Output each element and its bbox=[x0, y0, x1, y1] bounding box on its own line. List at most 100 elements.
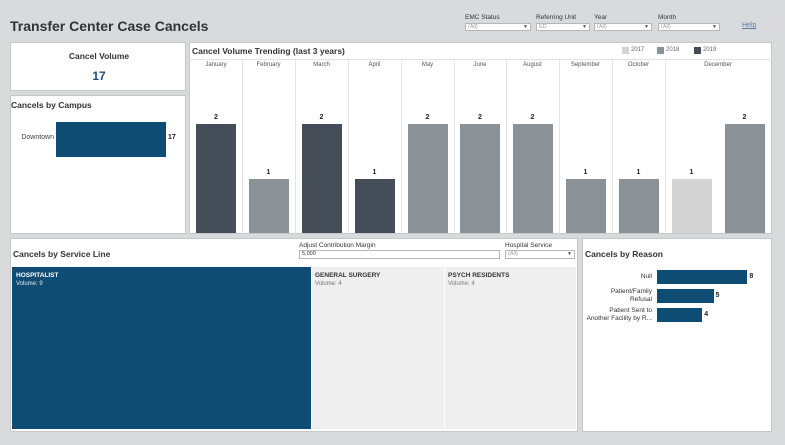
month-value: (All) bbox=[661, 24, 671, 30]
month-divider bbox=[559, 59, 560, 234]
reason-label: Patient Sent to Another Facility by R... bbox=[586, 307, 652, 322]
legend-swatch-2018 bbox=[657, 47, 664, 54]
reason-bar[interactable] bbox=[657, 308, 703, 322]
month-header-april: April bbox=[368, 62, 381, 68]
trend-bar-october-2018[interactable] bbox=[618, 178, 659, 233]
trend-bar-june-2018[interactable] bbox=[460, 124, 500, 233]
hospital-service-label: Hospital Service bbox=[505, 242, 552, 249]
trend-bar-value: 1 bbox=[689, 168, 694, 176]
month-divider bbox=[295, 59, 296, 234]
month-label: Month bbox=[658, 14, 677, 21]
month-divider bbox=[506, 59, 507, 234]
month-header-december: December bbox=[704, 62, 732, 68]
emc-status-value: (All) bbox=[468, 24, 478, 30]
treemap-tile-general-surgery[interactable]: GENERAL SURGERY Volume: 4 bbox=[312, 267, 444, 429]
reason-label: Patient/Family Refusal bbox=[610, 288, 652, 303]
trending-title: Cancel Volume Trending (last 3 years) bbox=[192, 46, 345, 56]
hospital-service-dropdown[interactable]: (All) ▼ bbox=[505, 250, 575, 259]
reason-bar[interactable] bbox=[657, 289, 714, 303]
year-label: Year bbox=[594, 14, 608, 21]
trend-bar-april-2019[interactable] bbox=[354, 178, 395, 233]
tile-name: PSYCH RESIDENTS bbox=[448, 272, 510, 279]
cancel-volume-panel: Cancel Volume 17 bbox=[10, 42, 186, 91]
legend-swatch-2019 bbox=[694, 47, 701, 54]
emc-status-label: EMC Status bbox=[465, 14, 500, 21]
trend-bar-value: 2 bbox=[319, 114, 324, 121]
chevron-down-icon: ▼ bbox=[523, 24, 528, 30]
chevron-down-icon: ▼ bbox=[644, 24, 649, 30]
month-divider bbox=[612, 59, 613, 234]
legend-label-2019: 2019 bbox=[703, 47, 717, 53]
trend-bar-value: 1 bbox=[266, 168, 271, 176]
cancel-volume-value: 17 bbox=[92, 69, 106, 83]
month-header-august: August bbox=[523, 62, 542, 68]
margin-label: Adjust Contribution Margin bbox=[299, 242, 376, 249]
reason-panel: Cancels by Reason bbox=[582, 238, 772, 432]
trend-bar-value: 2 bbox=[742, 114, 747, 121]
campus-value: 17 bbox=[168, 134, 176, 141]
trend-bar-value: 1 bbox=[372, 168, 377, 176]
tile-name: HOSPITALIST bbox=[16, 272, 59, 279]
trend-bar-march-2019[interactable] bbox=[301, 124, 342, 233]
month-divider bbox=[401, 59, 402, 234]
campus-title: Cancels by Campus bbox=[11, 100, 92, 110]
hospital-service-value: (All) bbox=[508, 251, 518, 257]
campus-bar[interactable] bbox=[56, 122, 166, 157]
treemap-tile-hospitalist[interactable]: HOSPITALIST Volume: 9 bbox=[12, 267, 311, 429]
trend-bar-may-2018[interactable] bbox=[407, 124, 448, 233]
trend-bar-value: 2 bbox=[425, 114, 430, 121]
treemap-tile-psych-residents[interactable]: PSYCH RESIDENTS Volume: 4 bbox=[445, 267, 576, 429]
chevron-down-icon: ▼ bbox=[567, 251, 572, 257]
chevron-down-icon: ▼ bbox=[712, 24, 717, 30]
month-header-march: March bbox=[313, 62, 330, 68]
year-dropdown[interactable]: (All) ▼ bbox=[594, 23, 652, 31]
trend-bar-value: 1 bbox=[636, 168, 641, 176]
referring-unit-label: Referring Unit bbox=[536, 14, 577, 21]
margin-input[interactable]: 5,000 bbox=[299, 250, 500, 259]
referring-unit-value: ED bbox=[539, 24, 547, 30]
emc-status-dropdown[interactable]: (All) ▼ bbox=[465, 23, 531, 31]
trend-bar-december-2017[interactable] bbox=[671, 178, 712, 233]
chevron-down-icon: ▼ bbox=[582, 24, 587, 30]
service-line-title: Cancels by Service Line bbox=[13, 249, 111, 259]
cancel-volume-title: Cancel Volume bbox=[68, 51, 130, 61]
month-divider bbox=[348, 59, 349, 234]
legend-swatch-2017 bbox=[622, 47, 629, 54]
reason-value: 8 bbox=[749, 273, 754, 280]
trend-bar-september-2018[interactable] bbox=[565, 178, 606, 233]
tile-volume: Volume: 4 bbox=[448, 281, 475, 287]
month-header-divider bbox=[189, 59, 772, 60]
month-divider bbox=[242, 59, 243, 234]
tile-name: GENERAL SURGERY bbox=[315, 272, 381, 279]
campus-label: Downtown bbox=[21, 134, 54, 141]
legend-label-2017: 2017 bbox=[631, 47, 645, 53]
month-header-june: June bbox=[473, 62, 487, 68]
month-divider bbox=[665, 59, 666, 234]
month-divider bbox=[454, 59, 455, 234]
help-link[interactable]: Help bbox=[742, 22, 757, 29]
reason-label: Null bbox=[640, 273, 652, 280]
month-header-september: September bbox=[570, 62, 601, 68]
reason-value: 5 bbox=[715, 292, 720, 299]
trend-bar-january-2019[interactable] bbox=[196, 124, 236, 233]
dashboard-title: Transfer Center Case Cancels bbox=[10, 18, 209, 34]
legend-label-2018: 2018 bbox=[666, 47, 680, 53]
year-value: (All) bbox=[597, 24, 607, 30]
month-header-may: May bbox=[421, 62, 434, 68]
trend-bar-value: 1 bbox=[583, 168, 588, 176]
month-header-february: February bbox=[256, 62, 281, 68]
trend-bar-value: 2 bbox=[478, 114, 482, 121]
campus-panel: Cancels by Campus Downtown 17 bbox=[10, 95, 186, 234]
month-header-october: October bbox=[627, 62, 650, 68]
referring-unit-dropdown[interactable]: ED ▼ bbox=[536, 23, 590, 31]
reason-bar[interactable] bbox=[657, 270, 748, 284]
tile-volume: Volume: 9 bbox=[16, 281, 43, 287]
tile-volume: Volume: 4 bbox=[315, 281, 342, 287]
trend-bar-value: 2 bbox=[214, 114, 218, 121]
month-dropdown[interactable]: (All) ▼ bbox=[658, 23, 720, 31]
trend-bar-february-2018[interactable] bbox=[248, 178, 289, 233]
reason-value: 4 bbox=[704, 311, 709, 318]
trend-bar-december-2018[interactable] bbox=[724, 124, 765, 233]
trend-bar-august-2018[interactable] bbox=[512, 124, 553, 233]
trend-bar-value: 2 bbox=[530, 114, 535, 121]
